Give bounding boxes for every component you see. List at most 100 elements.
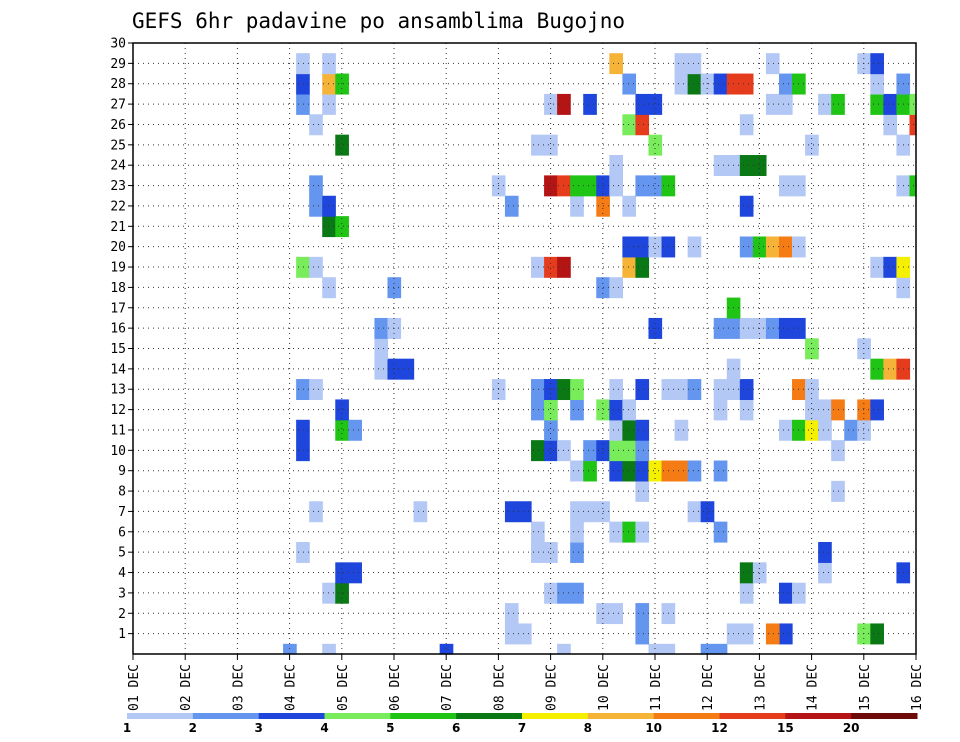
- heatmap-cell: [739, 236, 754, 258]
- heatmap-cell: [570, 501, 584, 523]
- heatmap-cell: [544, 440, 558, 462]
- heatmap-cell: [531, 399, 545, 421]
- y-tick-label: 14: [110, 362, 126, 377]
- heatmap-cell: [309, 175, 323, 197]
- colorbar-label: 10: [645, 721, 662, 735]
- y-tick-label: 24: [110, 159, 126, 174]
- heatmap-cell: [635, 256, 650, 278]
- heatmap-cell: [818, 541, 832, 563]
- heatmap-cell: [387, 358, 402, 380]
- heatmap-cell: [870, 399, 884, 421]
- heatmap-cell: [674, 73, 689, 95]
- y-tick-label: 27: [110, 98, 126, 113]
- heatmap-cell: [309, 195, 323, 217]
- heatmap-cell: [687, 73, 702, 95]
- y-tick-label: 13: [110, 383, 126, 398]
- heatmap-cell: [765, 623, 780, 645]
- heatmap-cell: [635, 623, 650, 645]
- heatmap-cell: [674, 379, 689, 401]
- heatmap-cell: [687, 236, 702, 258]
- heatmap-cell: [570, 399, 584, 421]
- heatmap-cell: [674, 419, 689, 441]
- heatmap-cell: [335, 399, 349, 421]
- heatmap-cell: [531, 541, 545, 563]
- grid-lines: [133, 43, 916, 654]
- heatmap-cell: [635, 236, 650, 258]
- heatmap-cell: [531, 379, 545, 401]
- heatmap-cell: [622, 419, 637, 441]
- heatmap-cell: [283, 643, 297, 655]
- heatmap-cell: [296, 256, 310, 278]
- heatmap-cell: [635, 114, 650, 136]
- heatmap-cell: [322, 93, 336, 115]
- heatmap-cell: [504, 603, 519, 625]
- colorbar-swatch: [522, 713, 589, 719]
- heatmap-cell: [818, 93, 832, 115]
- heatmap-cell: [439, 643, 454, 655]
- y-tick-label: 18: [110, 281, 126, 296]
- heatmap-cell: [687, 460, 702, 482]
- heatmap-cell: [374, 338, 389, 360]
- y-tick-label: 22: [110, 199, 126, 214]
- heatmap-cell: [622, 440, 637, 462]
- heatmap-cell: [296, 53, 310, 75]
- heatmap-cell: [818, 562, 832, 584]
- heatmap-cell: [504, 195, 519, 217]
- heatmap-cell: [296, 419, 310, 441]
- y-tick-label: 28: [110, 77, 126, 92]
- heatmap-cell: [687, 501, 702, 523]
- heatmap-cell: [335, 134, 349, 156]
- heatmap-cell: [570, 175, 584, 197]
- heatmap-cell: [322, 216, 336, 238]
- heatmap-cell: [609, 155, 623, 176]
- heatmap-cell: [739, 623, 754, 645]
- heatmap-cell: [674, 460, 689, 482]
- heatmap-cell: [818, 399, 832, 421]
- colorbar-label: 5: [386, 721, 394, 735]
- heatmap-cell: [374, 317, 389, 339]
- heatmap-cell: [752, 236, 767, 258]
- heatmap-cell: [322, 73, 336, 95]
- colorbar-label: 7: [518, 721, 526, 735]
- heatmap-cell: [778, 582, 793, 604]
- colorbar-label: 15: [777, 721, 794, 735]
- heatmap-cell: [648, 175, 663, 197]
- colorbar-label: 3: [254, 721, 262, 735]
- heatmap-cell: [635, 521, 650, 543]
- heatmap-cell: [544, 399, 558, 421]
- heatmap-cell: [309, 256, 323, 278]
- heatmap-cell: [687, 53, 702, 75]
- heatmap-cell: [739, 114, 754, 136]
- y-tick-label: 17: [110, 301, 126, 316]
- y-tick-label: 8: [118, 485, 126, 500]
- heatmap-cell: [857, 399, 871, 421]
- heatmap-cell: [713, 155, 728, 176]
- heatmap-cell: [635, 175, 650, 197]
- x-tick-label: 11 DEC: [649, 664, 664, 711]
- heatmap-cell: [687, 379, 702, 401]
- heatmap-cell: [517, 623, 532, 645]
- y-tick-label: 15: [110, 342, 126, 357]
- heatmap-cell: [778, 317, 793, 339]
- y-tick-label: 2: [118, 607, 126, 622]
- colorbar-swatch: [258, 713, 325, 719]
- heatmap-cell: [622, 521, 637, 543]
- colorbar-swatch: [324, 713, 391, 719]
- heatmap-cell: [739, 155, 754, 176]
- y-tick-label: 4: [118, 566, 126, 581]
- heatmap-cell: [778, 175, 793, 197]
- heatmap-cell: [622, 460, 637, 482]
- heatmap-cell: [713, 379, 728, 401]
- heatmap-cell: [765, 93, 780, 115]
- heatmap-cell: [348, 419, 362, 441]
- x-tick-label: 06 DEC: [388, 664, 403, 711]
- heatmap-cell: [635, 460, 650, 482]
- x-tick-label: 03 DEC: [231, 664, 246, 711]
- heatmap-cell: [739, 195, 754, 217]
- heatmap-cell: [778, 93, 793, 115]
- heatmap-cell: [387, 277, 402, 299]
- y-tick-label: 3: [118, 586, 126, 601]
- heatmap-cell: [570, 460, 584, 482]
- heatmap-cell: [635, 419, 650, 441]
- heatmap-cell: [609, 419, 623, 441]
